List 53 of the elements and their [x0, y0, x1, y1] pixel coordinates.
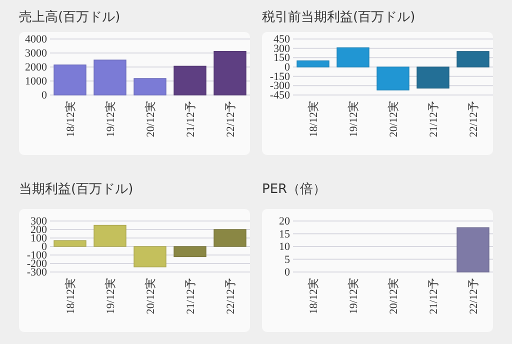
- x-tick-label: 18/12実: [307, 101, 320, 138]
- y-tick-label: 3000: [25, 48, 48, 60]
- y-tick-label: 0: [42, 90, 48, 102]
- x-tick-label: 20/12実: [387, 101, 400, 138]
- x-tick-label: 21/12予: [185, 278, 197, 314]
- bar: [296, 60, 330, 68]
- y-tick-label: 20: [279, 216, 290, 228]
- x-tick-label: 20/12実: [144, 101, 157, 138]
- bar: [416, 66, 450, 89]
- bar: [54, 64, 86, 96]
- chart-title: 当期利益(百万ドル): [19, 182, 134, 197]
- y-tick-label: 2000: [25, 62, 48, 74]
- bar: [336, 47, 370, 68]
- x-tick-label: 19/12実: [347, 101, 360, 138]
- bar: [174, 66, 206, 96]
- bar: [54, 240, 86, 247]
- y-tick-label: 5: [284, 254, 290, 266]
- chart-title: 売上高(百万ドル): [19, 9, 120, 25]
- x-tick-label: 22/12予: [468, 278, 480, 314]
- x-tick-label: 20/12実: [387, 278, 400, 314]
- x-tick-label: 21/12予: [428, 101, 440, 138]
- x-tick-label: 18/12実: [307, 278, 320, 314]
- x-tick-label: 22/12予: [225, 101, 237, 138]
- bar: [174, 246, 206, 258]
- x-tick-label: 21/12予: [428, 278, 440, 314]
- y-tick-label: 150: [274, 52, 290, 64]
- x-tick-label: 22/12予: [468, 101, 480, 138]
- x-tick-label: 19/12実: [347, 278, 360, 314]
- x-tick-label: 22/12予: [225, 278, 237, 314]
- x-tick-label: 18/12実: [64, 101, 77, 138]
- bar: [94, 224, 126, 247]
- y-tick-label: 1000: [25, 76, 48, 88]
- y-tick-label: 4000: [25, 34, 48, 46]
- bar: [214, 50, 246, 96]
- bar: [456, 51, 490, 68]
- x-tick-label: 19/12実: [104, 101, 117, 138]
- bar: [94, 60, 126, 96]
- bar: [376, 66, 410, 90]
- x-tick-label: 21/12予: [185, 101, 197, 138]
- bar: [214, 229, 246, 247]
- y-tick-label: 10: [279, 241, 290, 254]
- x-tick-label: 19/12実: [104, 278, 117, 314]
- y-tick-label: -450: [270, 90, 290, 102]
- bar: [134, 78, 166, 96]
- bar: [134, 246, 166, 268]
- chart-title: PER（倍）: [262, 182, 326, 197]
- y-tick-label: -300: [26, 266, 48, 279]
- y-tick-label: 0: [284, 266, 290, 279]
- x-tick-label: 20/12実: [144, 278, 157, 314]
- x-tick-label: 18/12実: [64, 278, 77, 314]
- y-tick-label: -300: [270, 80, 290, 92]
- y-tick-label: 15: [279, 228, 290, 240]
- chart-title: 税引前当期利益(百万ドル): [262, 10, 416, 25]
